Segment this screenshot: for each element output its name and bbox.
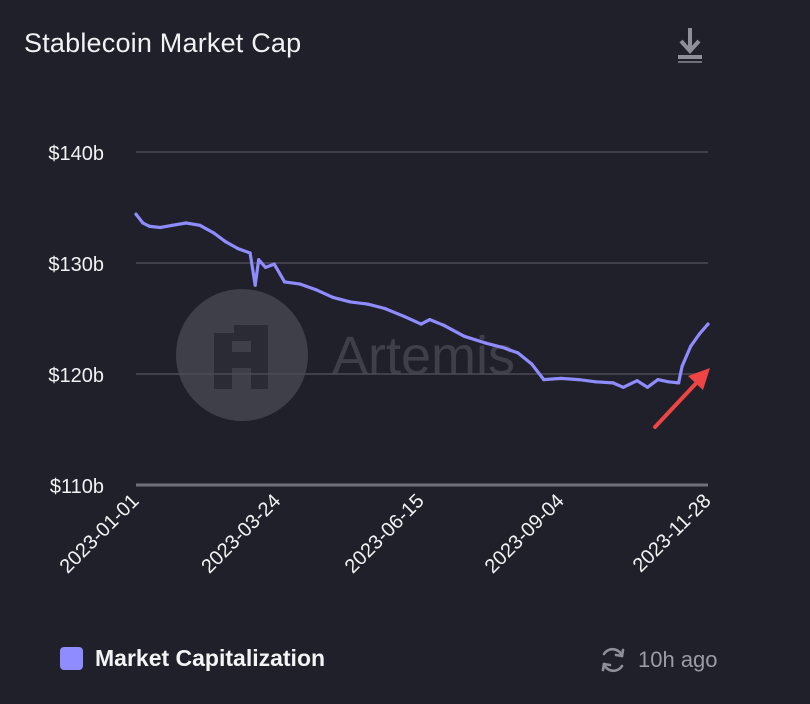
data-point[interactable]: [645, 385, 650, 389]
data-point[interactable]: [428, 318, 432, 322]
data-point[interactable]: [611, 381, 615, 385]
data-point[interactable]: [530, 362, 534, 366]
data-point[interactable]: [272, 262, 276, 266]
data-point[interactable]: [383, 306, 387, 311]
data-point[interactable]: [656, 378, 660, 382]
y-tick-label: $140b: [48, 143, 104, 165]
x-tick-label: 2023-03-24: [197, 490, 285, 578]
red-arrow-shaft: [653, 375, 704, 429]
data-point[interactable]: [264, 265, 268, 269]
y-tick-label: $130b: [48, 254, 104, 276]
watermark: Artemis: [176, 289, 515, 421]
data-point[interactable]: [158, 225, 162, 230]
data-point[interactable]: [402, 314, 406, 318]
chart-title: Stablecoin Market Cap: [24, 28, 302, 58]
data-point[interactable]: [134, 212, 138, 216]
y-axis-labels: $110b $120b $130b $140b: [48, 143, 104, 498]
data-point[interactable]: [314, 288, 318, 292]
data-point[interactable]: [483, 341, 487, 345]
x-tick-label: 2023-09-04: [481, 490, 569, 578]
data-point[interactable]: [462, 334, 466, 338]
last-updated: 10h ago: [598, 644, 718, 676]
data-point[interactable]: [224, 240, 228, 244]
data-point[interactable]: [348, 300, 352, 304]
data-point[interactable]: [253, 283, 257, 287]
series-line[interactable]: [134, 212, 710, 389]
data-point[interactable]: [666, 380, 670, 384]
series: [134, 212, 710, 389]
grid: [136, 151, 708, 487]
data-point[interactable]: [594, 380, 598, 384]
data-point[interactable]: [706, 322, 710, 326]
watermark-text: Artemis: [332, 326, 515, 386]
data-point[interactable]: [198, 223, 202, 227]
annotations: [653, 368, 710, 429]
updated-text: 10h ago: [638, 647, 718, 672]
watermark-logo-mark: [214, 325, 268, 389]
data-point[interactable]: [621, 385, 625, 389]
data-point[interactable]: [542, 378, 546, 382]
data-point[interactable]: [148, 224, 152, 228]
legend: Market Capitalization: [60, 642, 325, 674]
data-point[interactable]: [170, 223, 174, 227]
data-point[interactable]: [257, 258, 261, 262]
refresh-icon[interactable]: [598, 645, 628, 675]
data-point[interactable]: [366, 302, 370, 306]
legend-swatch[interactable]: [60, 646, 83, 670]
data-point[interactable]: [283, 280, 287, 284]
data-point[interactable]: [516, 351, 520, 355]
data-point[interactable]: [331, 295, 335, 299]
y-tick-label: $120b: [48, 365, 104, 387]
data-point[interactable]: [635, 379, 639, 383]
data-point[interactable]: [680, 364, 684, 368]
red-arrow-head: [688, 368, 710, 390]
download-icon[interactable]: [672, 22, 708, 68]
data-point[interactable]: [697, 332, 702, 336]
data-point[interactable]: [298, 282, 302, 286]
data-point[interactable]: [141, 221, 145, 225]
data-point[interactable]: [576, 378, 581, 382]
data-point[interactable]: [236, 247, 240, 251]
x-axis-labels: 2023-01-01 2023-03-24 2023-06-15 2023-09-04…: [56, 490, 716, 578]
legend-label[interactable]: Market Capitalization: [95, 644, 326, 671]
data-point[interactable]: [559, 376, 563, 380]
x-tick-label: 2023-06-15: [341, 490, 429, 578]
data-point[interactable]: [248, 251, 252, 255]
data-point[interactable]: [689, 344, 693, 348]
y-tick-label: $110b: [50, 476, 104, 498]
x-tick-label: 2023-01-01: [56, 490, 144, 578]
data-point[interactable]: [677, 381, 681, 385]
data-point[interactable]: [212, 231, 216, 235]
data-point[interactable]: [500, 345, 504, 349]
x-tick-label: 2023-11-28: [629, 490, 716, 577]
data-point[interactable]: [419, 322, 423, 326]
data-point[interactable]: [184, 221, 188, 225]
data-point[interactable]: [442, 323, 446, 327]
download-icon-graphic: [678, 28, 702, 63]
